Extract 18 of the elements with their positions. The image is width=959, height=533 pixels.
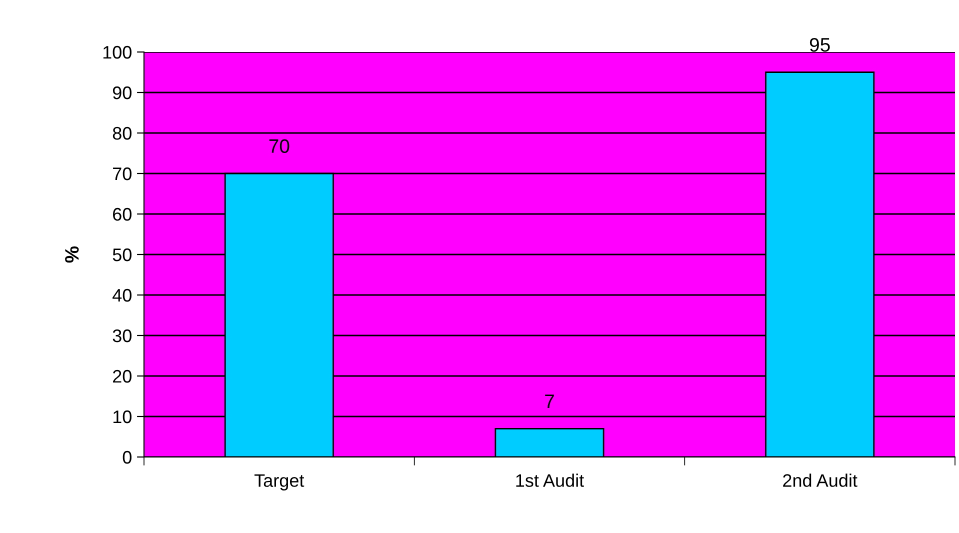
y-tick-label: 60 [113, 208, 132, 221]
y-tick-label: 40 [112, 288, 132, 302]
y-tick-label: 10 [113, 410, 132, 424]
data-label: 95 [810, 38, 830, 52]
data-label: 70 [269, 139, 290, 153]
x-tick-label: 1st Audit [516, 474, 584, 487]
y-tick-label: 0 [122, 450, 132, 464]
y-tick-label: 30 [112, 329, 132, 342]
y-tick-label: 70 [113, 167, 132, 180]
y-tick-label: 100 [103, 46, 132, 59]
y-tick-label: 50 [112, 248, 132, 262]
y-tick-label: 90 [112, 86, 132, 100]
y-tick-label: 80 [112, 126, 132, 140]
y-tick-label: 20 [113, 370, 132, 383]
x-tick-label: Target [254, 474, 304, 490]
y-axis-title: % [65, 246, 79, 263]
data-label: 7 [545, 394, 554, 408]
x-tick-label: 2nd Audit [783, 474, 858, 487]
